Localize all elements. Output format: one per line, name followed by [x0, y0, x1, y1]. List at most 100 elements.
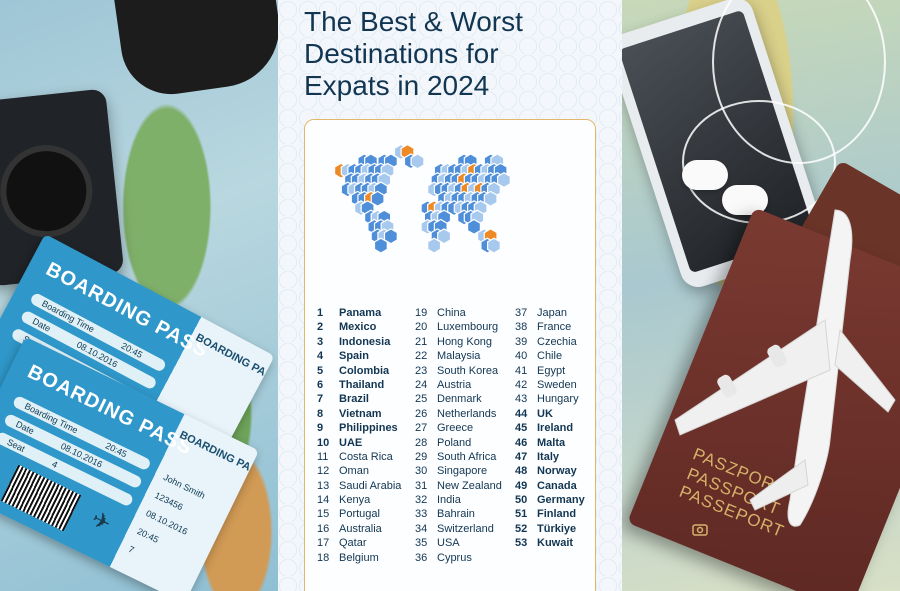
- country-name: Philippines: [339, 422, 398, 435]
- flight-number: 123456: [153, 490, 185, 513]
- rank-number: 26: [415, 407, 428, 420]
- country-name: Spain: [339, 350, 369, 363]
- rank-row: 6 Thailand: [317, 378, 401, 392]
- seat-label: Seat: [5, 436, 27, 455]
- country-name: Sweden: [537, 378, 577, 391]
- country-name: Japan: [537, 307, 567, 319]
- rank-number: 33: [415, 508, 428, 521]
- rank-number: 42: [515, 378, 528, 391]
- country-name: Portugal: [339, 508, 380, 521]
- passport-emblem-icon: [692, 524, 708, 536]
- country-name: Kenya: [339, 494, 371, 507]
- boarding-pass-stub-title: BOARDING PASS: [193, 331, 275, 386]
- rank-row: 36 Cyprus: [415, 551, 502, 565]
- country-name: Ireland: [537, 422, 574, 435]
- rank-row: 42 Sweden: [515, 378, 585, 392]
- rank-row: 10 UAE: [317, 436, 401, 450]
- country-name: Poland: [437, 436, 472, 449]
- rank-number: 53: [515, 537, 528, 550]
- country-name: Hungary: [537, 393, 579, 406]
- rank-number: 40: [515, 350, 528, 363]
- rank-row: 35 USA: [415, 536, 502, 550]
- rank-row: 27 Greece: [415, 421, 502, 435]
- rank-number: 29: [415, 450, 428, 463]
- rank-row: 14 Kenya: [317, 493, 401, 507]
- country-name: Luxembourg: [437, 321, 499, 334]
- rank-row: 8 Vietnam: [317, 407, 401, 421]
- rank-row: 25 Denmark: [415, 392, 502, 406]
- rank-row: 24 Austria: [415, 378, 502, 392]
- country-name: France: [537, 321, 572, 334]
- country-name: Malaysia: [437, 350, 481, 363]
- country-name: Cyprus: [437, 551, 472, 564]
- rank-row: 44 UK: [515, 407, 585, 421]
- country-name: China: [437, 307, 466, 319]
- rank-row: 1 Panama: [317, 306, 401, 320]
- country-name: Italy: [537, 450, 560, 463]
- rank-row: 32 India: [415, 493, 502, 507]
- rank-row: 17 Qatar: [317, 536, 401, 550]
- rank-column-3: 37 Japan 38 France 39 Czechia 40 Chile 41 Egypt 42…: [515, 306, 585, 551]
- country-name: Austria: [437, 378, 472, 391]
- rank-row: 31 New Zealand: [415, 479, 502, 493]
- rank-row: 29 South Africa: [415, 450, 502, 464]
- rank-number: 48: [515, 465, 528, 478]
- rank-row: 22 Malaysia: [415, 349, 502, 363]
- country-name: Saudi Arabia: [339, 479, 402, 492]
- rank-number: 16: [317, 522, 330, 535]
- country-name: Thailand: [339, 378, 385, 391]
- sunglasses-image: [113, 0, 278, 101]
- title-line-3: Expats in 2024: [304, 70, 490, 101]
- rank-row: 15 Portugal: [317, 507, 401, 521]
- infographic-panel: The Best & Worst Destinations for Expats…: [278, 0, 622, 591]
- country-name: Netherlands: [437, 407, 497, 420]
- rank-number: 25: [415, 393, 428, 406]
- rank-row: 9 Philippines: [317, 421, 401, 435]
- country-name: Belgium: [339, 551, 379, 564]
- rank-number: 14: [317, 494, 330, 507]
- country-name: Canada: [537, 479, 577, 492]
- country-name: India: [437, 494, 461, 507]
- left-travel-photo: BOARDING PASS Boarding Time 20:45 Date 0…: [0, 0, 278, 591]
- rank-number: 4: [317, 350, 324, 363]
- rank-number: 8: [317, 407, 324, 420]
- rank-row: 49 Canada: [515, 479, 585, 493]
- stub-seat: 7: [126, 543, 136, 556]
- rank-row: 19 China: [415, 306, 502, 320]
- rank-number: 17: [317, 537, 330, 550]
- rank-row: 41 Egypt: [515, 364, 585, 378]
- rank-number: 47: [515, 450, 528, 463]
- rank-row: 16 Australia: [317, 522, 401, 536]
- title-line-2: Destinations for: [304, 38, 499, 69]
- country-name: Hong Kong: [437, 335, 493, 348]
- map-hex-cell: [410, 153, 425, 170]
- rank-number: 22: [415, 350, 428, 363]
- rank-number: 36: [415, 551, 428, 564]
- country-name: Oman: [339, 465, 369, 478]
- country-name: New Zealand: [437, 479, 502, 492]
- country-name: Panama: [339, 307, 382, 319]
- country-name: South Korea: [437, 364, 499, 377]
- country-name: South Africa: [437, 450, 497, 463]
- rank-number: 44: [515, 407, 528, 420]
- camera-lens: [0, 140, 97, 242]
- boarding-pass-stub-title: BOARDING PASS: [177, 428, 260, 481]
- country-name: Mexico: [339, 321, 377, 334]
- country-name: Switzerland: [437, 522, 494, 535]
- rank-number: 11: [317, 450, 329, 463]
- country-name: Costa Rica: [339, 450, 393, 463]
- earbud-image: [682, 160, 728, 190]
- stub-time: 20:45: [135, 526, 161, 545]
- world-hex-map: [333, 143, 511, 254]
- rank-number: 28: [415, 436, 428, 449]
- rank-number: 38: [515, 321, 528, 334]
- country-name: Vietnam: [339, 407, 382, 420]
- rank-row: 7 Brazil: [317, 392, 401, 406]
- rank-number: 7: [317, 393, 324, 406]
- rank-number: 27: [415, 422, 428, 435]
- rank-number: 19: [415, 307, 428, 319]
- rank-number: 21: [415, 335, 428, 348]
- airplane-icon: ✈: [87, 505, 116, 537]
- rank-number: 6: [317, 378, 324, 391]
- country-name: UK: [537, 407, 553, 420]
